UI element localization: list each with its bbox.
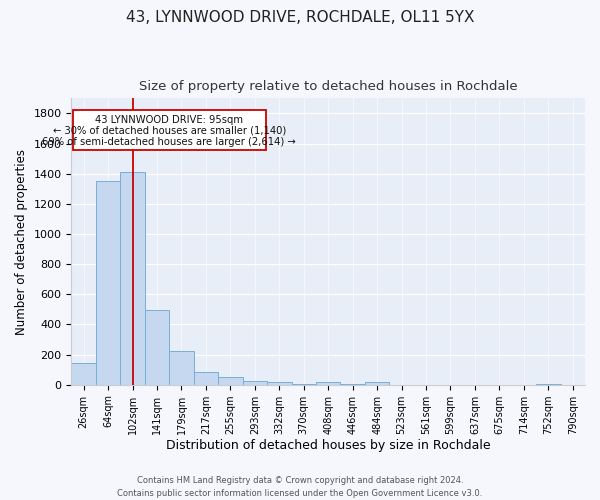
Bar (96, 181, 121, 384)
X-axis label: Distribution of detached houses by size in Rochdale: Distribution of detached houses by size … (166, 440, 491, 452)
FancyBboxPatch shape (73, 110, 266, 150)
Title: Size of property relative to detached houses in Rochdale: Size of property relative to detached ho… (139, 80, 518, 93)
Text: 69% of semi-detached houses are larger (2,614) →: 69% of semi-detached houses are larger (… (43, 137, 296, 147)
Bar (316, 382, 340, 384)
Bar (71, 363, 96, 384)
Bar (365, 382, 389, 384)
Y-axis label: Number of detached properties: Number of detached properties (15, 148, 28, 334)
Text: ← 30% of detached houses are smaller (1,140): ← 30% of detached houses are smaller (1,… (53, 126, 286, 136)
Bar (145, 310, 169, 384)
Bar (218, 377, 242, 384)
Text: 43, LYNNWOOD DRIVE, ROCHDALE, OL11 5YX: 43, LYNNWOOD DRIVE, ROCHDALE, OL11 5YX (126, 10, 474, 25)
Bar (267, 382, 292, 384)
Bar (194, 372, 218, 384)
Text: 43 LYNNWOOD DRIVE: 95sqm: 43 LYNNWOOD DRIVE: 95sqm (95, 115, 243, 125)
Bar (169, 351, 194, 384)
Bar (242, 380, 267, 384)
Text: Contains HM Land Registry data © Crown copyright and database right 2024.
Contai: Contains HM Land Registry data © Crown c… (118, 476, 482, 498)
Bar (121, 172, 145, 384)
